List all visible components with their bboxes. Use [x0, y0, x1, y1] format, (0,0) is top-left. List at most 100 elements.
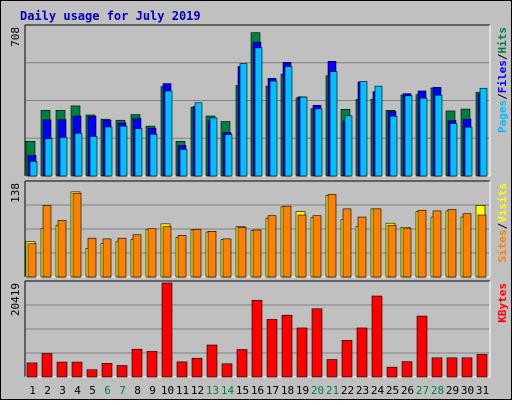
- bar-sites: [312, 215, 322, 278]
- y-axis-max-label: 708: [9, 27, 22, 47]
- bar-pages: [479, 87, 488, 177]
- legend-separator: /: [496, 222, 509, 229]
- x-tick-label: 30: [461, 384, 474, 397]
- x-tick-label: 6: [104, 384, 111, 397]
- x-tick-label: 19: [296, 384, 309, 397]
- x-tick-label: 21: [326, 384, 339, 397]
- bar-sites: [222, 238, 232, 278]
- y-axis-max-label: 20419: [9, 283, 22, 316]
- y-axis-max-label: 138: [9, 183, 22, 203]
- bar-kbytes: [386, 366, 398, 378]
- bar-pages: [404, 95, 413, 177]
- legend-separator: /: [496, 93, 509, 100]
- bar-sites: [432, 210, 442, 278]
- bar-pages: [134, 128, 143, 177]
- bar-kbytes: [161, 282, 173, 378]
- legend-item-visits: Visits: [496, 183, 509, 223]
- bar-kbytes: [311, 308, 323, 378]
- bar-kbytes: [416, 315, 428, 378]
- bar-kbytes: [401, 361, 413, 378]
- bar-sites: [447, 209, 457, 278]
- bar-kbytes: [206, 344, 218, 378]
- bar-pages: [164, 90, 173, 177]
- bar-pages: [119, 125, 128, 177]
- bar-sites: [267, 215, 277, 278]
- bar-pages: [179, 149, 188, 177]
- x-tick-label: 12: [191, 384, 204, 397]
- x-tick-label: 9: [149, 384, 156, 397]
- bar-pages: [224, 134, 233, 177]
- bar-sites: [132, 234, 142, 278]
- series-legend: Pages/Files/Hits: [496, 27, 509, 133]
- bar-sites: [462, 213, 472, 278]
- x-tick-label: 24: [371, 384, 385, 397]
- bar-kbytes: [251, 299, 263, 378]
- series-legend: Sites/Visits: [496, 183, 509, 263]
- x-tick-label: 5: [89, 384, 96, 397]
- bar-sites: [87, 237, 97, 278]
- bar-pages: [374, 85, 383, 177]
- panels: 708 Pages/Files/Hits 138 Sites/Visits 20419 K…: [9, 24, 509, 378]
- bar-kbytes: [296, 327, 308, 378]
- x-tick-label: 22: [341, 384, 354, 397]
- panel-hits-files-pages: 708 Pages/Files/Hits: [9, 24, 509, 177]
- bar-sites: [342, 208, 352, 278]
- bar-pages: [419, 97, 428, 177]
- bar-kbytes: [356, 327, 368, 378]
- x-tick-label: 11: [176, 384, 189, 397]
- bar-pages: [194, 102, 203, 177]
- x-tick-label: 27: [416, 384, 429, 397]
- x-tick-label: 1: [29, 384, 36, 397]
- bar-pages: [44, 138, 53, 177]
- legend-item-pages: Pages: [496, 100, 509, 133]
- bar-pages: [434, 94, 443, 177]
- bar-kbytes: [101, 363, 113, 378]
- bar-pages: [239, 63, 248, 177]
- bar-sites: [42, 205, 52, 278]
- bar-kbytes: [461, 357, 473, 378]
- bar-sites: [117, 237, 127, 278]
- bar-pages: [209, 117, 218, 177]
- x-tick-label: 2: [44, 384, 51, 397]
- bar-pages: [149, 134, 158, 177]
- bar-sites: [297, 214, 307, 278]
- bar-kbytes: [86, 369, 98, 378]
- legend-item-kbytes: KBytes: [496, 283, 509, 323]
- bar-sites: [372, 208, 382, 278]
- bar-sites: [402, 228, 412, 278]
- x-tick-label: 23: [356, 384, 369, 397]
- bar-pages: [74, 132, 83, 177]
- bar-kbytes: [341, 340, 353, 378]
- bar-kbytes: [146, 351, 158, 378]
- bar-kbytes: [446, 357, 458, 378]
- bar-sites: [192, 229, 202, 278]
- bar-sites: [477, 214, 487, 278]
- series-legend: KBytes: [496, 283, 509, 323]
- bar-pages: [314, 108, 323, 177]
- x-tick-label: 13: [206, 384, 219, 397]
- bar-kbytes: [371, 295, 383, 378]
- bar-kbytes: [116, 365, 128, 378]
- x-tick-label: 29: [446, 384, 459, 397]
- bar-pages: [104, 126, 113, 177]
- legend-separator: /: [496, 53, 509, 60]
- bar-kbytes: [26, 362, 38, 378]
- bar-kbytes: [221, 363, 233, 378]
- x-tick-label: 10: [161, 384, 174, 397]
- bar-pages: [389, 115, 398, 177]
- bar-sites: [72, 192, 82, 278]
- legend-item-hits: Hits: [496, 27, 509, 54]
- x-tick-label: 20: [311, 384, 324, 397]
- bar-pages: [344, 115, 353, 177]
- x-tick-label: 18: [281, 384, 294, 397]
- bar-pages: [329, 71, 338, 177]
- bar-sites: [327, 194, 337, 278]
- bar-pages: [284, 66, 293, 177]
- chart-title: Daily usage for July 2019: [20, 9, 201, 23]
- bar-kbytes: [131, 348, 143, 378]
- panel-kbytes: 20419 KBytes: [9, 280, 509, 378]
- bar-sites: [357, 216, 367, 278]
- x-tick-label: 8: [134, 384, 141, 397]
- bar-pages: [89, 136, 98, 177]
- bar-kbytes: [431, 357, 443, 378]
